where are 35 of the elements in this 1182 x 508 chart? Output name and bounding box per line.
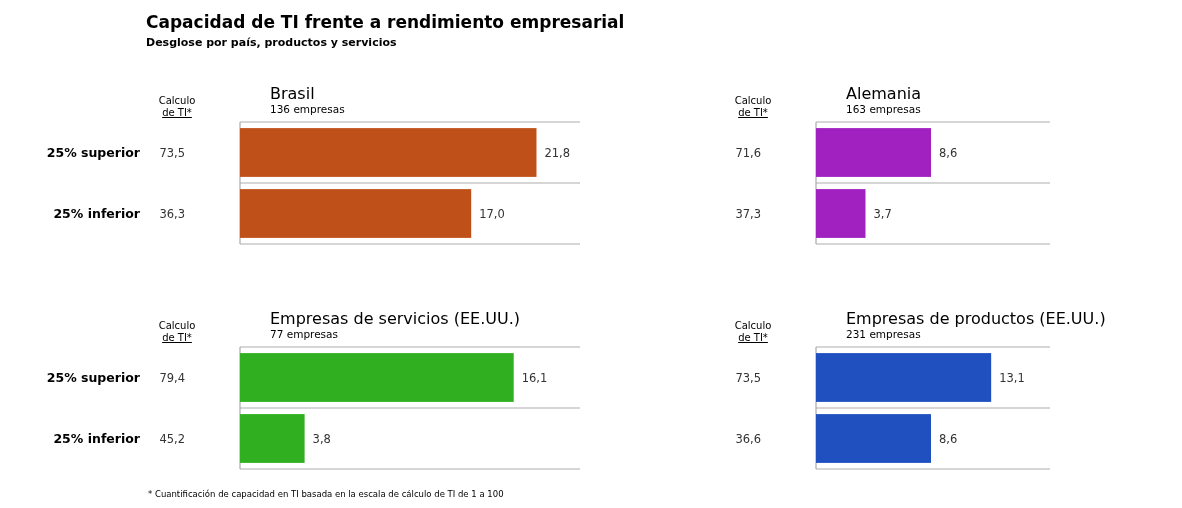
text: 71,6 bbox=[735, 145, 761, 160]
text: Desglose por país, productos y servicios bbox=[146, 36, 397, 49]
data-label: 16,1 bbox=[521, 370, 548, 385]
data-label: 17,0 bbox=[479, 206, 505, 221]
text: 36,6 bbox=[735, 431, 761, 446]
data-label: 3,8 bbox=[312, 431, 331, 446]
text: Calculo de TI* bbox=[734, 95, 772, 118]
y-tick-label: 25% superior bbox=[46, 144, 141, 160]
text: 73,5 bbox=[159, 145, 185, 160]
text: 37,3 bbox=[735, 206, 761, 221]
text: * Cuantificación de capacidad en TI basada en la escala de cálculo de TI de 1 a 100 bbox=[148, 489, 504, 499]
data-label: 8,6 bbox=[938, 431, 958, 446]
chart-subtitle: 163 empresas bbox=[846, 103, 921, 115]
chart-title: Alemania bbox=[846, 84, 922, 103]
text: 45,2 bbox=[159, 431, 185, 446]
data-label: 21,8 bbox=[544, 145, 571, 160]
text: Calculo de TI* bbox=[734, 320, 772, 343]
data-label: 13,1 bbox=[999, 370, 1025, 385]
data-label: 8,6 bbox=[938, 145, 958, 160]
text: 36,3 bbox=[159, 206, 185, 221]
chart-title: Empresas de servicios (EE.UU.) bbox=[270, 309, 520, 328]
chart-title: Empresas de productos (EE.UU.) bbox=[846, 309, 1106, 328]
text: Calculo de TI* bbox=[158, 320, 196, 343]
y-tick-label: 25% inferior bbox=[53, 205, 141, 221]
text: Capacidad de TI frente a rendimiento empresarial bbox=[146, 12, 625, 32]
y-tick-label: 25% superior bbox=[46, 369, 141, 385]
text: Calculo de TI* bbox=[158, 95, 196, 118]
chart-subtitle: 77 empresas bbox=[270, 328, 338, 340]
chart-title: Brasil bbox=[270, 84, 315, 103]
y-tick-label: 25% inferior bbox=[53, 430, 141, 446]
chart-subtitle: 231 empresas bbox=[846, 328, 921, 340]
data-label: 3,7 bbox=[873, 206, 892, 221]
text: 79,4 bbox=[159, 370, 185, 385]
chart-subtitle: 136 empresas bbox=[270, 103, 345, 115]
text: 73,5 bbox=[735, 370, 761, 385]
